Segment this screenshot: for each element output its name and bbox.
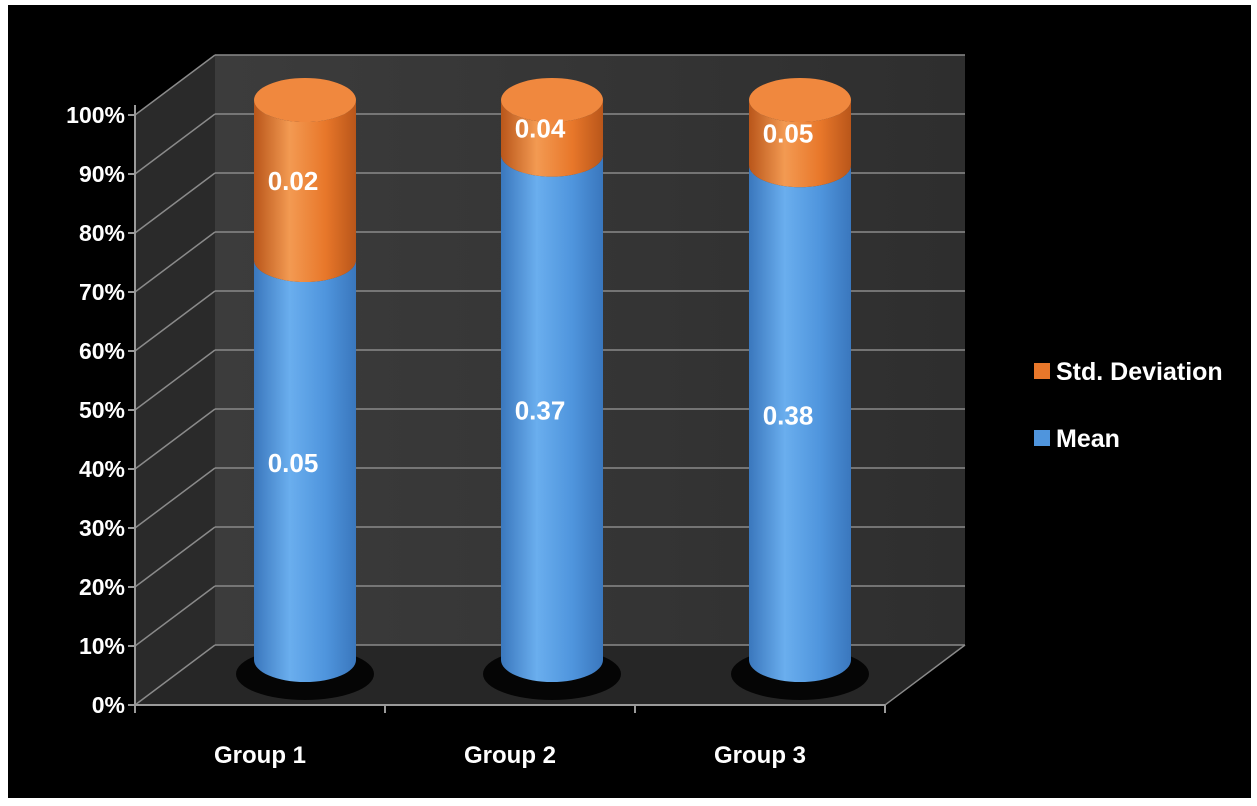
gridline-side [134,113,216,175]
y-tick-label: 100% [66,102,125,128]
gridline-side [134,644,216,706]
bar-mean [749,165,851,682]
x-category-label: Group 2 [464,742,556,769]
legend-swatch [1034,363,1050,379]
bar-mean [254,260,356,682]
bar-top-cap [501,78,603,122]
legend-label: Mean [1056,425,1120,453]
data-label-std-deviation: 0.05 [763,119,814,149]
y-tick-label: 60% [79,338,125,364]
bar-std-deviation [254,100,356,282]
gridline-side [134,54,216,116]
gridline-side [134,408,216,470]
gridline-side [134,349,216,411]
x-category-label: Group 3 [714,742,806,769]
bar-top-cap [749,78,851,122]
gridline-side [134,467,216,529]
y-tick-label: 0% [92,692,125,718]
data-label-mean: 0.05 [268,448,319,478]
y-tick-label: 10% [79,633,125,659]
data-label-mean: 0.37 [515,395,566,425]
y-tick-label: 50% [79,397,125,423]
bar-std-deviation [501,100,603,177]
data-label-std-deviation: 0.04 [515,113,566,143]
y-tick-label: 70% [79,279,125,305]
legend-label: Std. Deviation [1056,358,1223,386]
gridline-side [134,526,216,588]
data-label-mean: 0.38 [763,401,814,431]
bar-mean [501,154,603,682]
gridline-side [134,585,216,647]
gridline-side [134,290,216,352]
bar-std-deviation [749,100,851,188]
gridline-side [134,231,216,293]
y-tick-label: 90% [79,161,125,187]
floor-edge [884,644,966,706]
x-category-label: Group 1 [214,742,306,769]
y-tick-label: 80% [79,220,125,246]
bar-top-cap [254,78,356,122]
gridline-side [134,172,216,234]
legend-swatch [1034,430,1050,446]
y-tick-label: 20% [79,574,125,600]
y-tick-label: 30% [79,515,125,541]
y-tick-label: 40% [79,456,125,482]
data-label-std-deviation: 0.02 [268,166,319,196]
